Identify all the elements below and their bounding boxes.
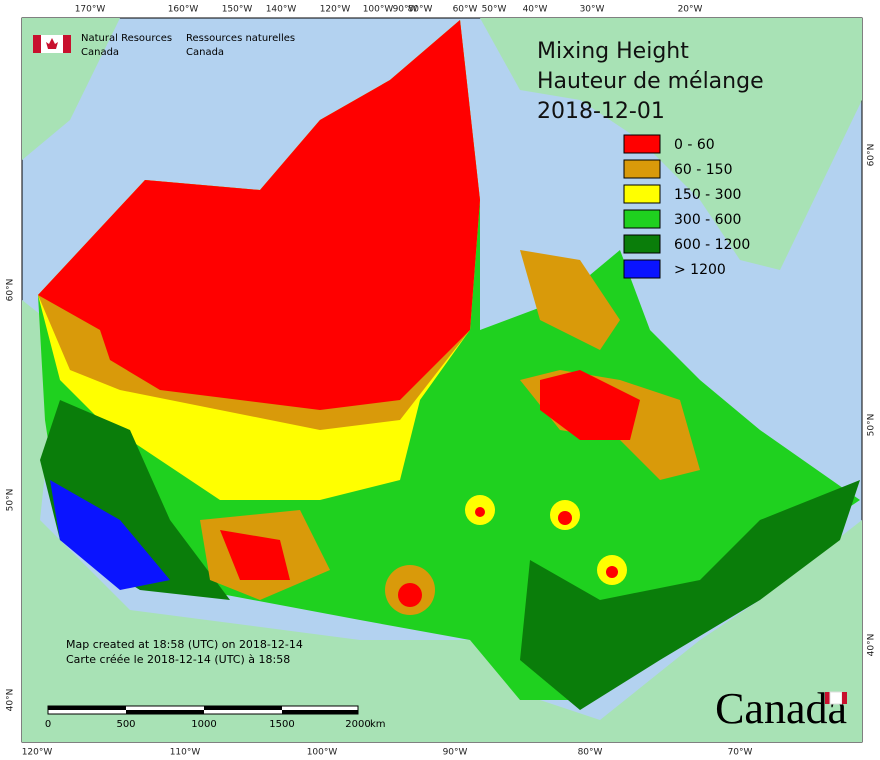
top-axis-label: 30°W bbox=[580, 5, 605, 15]
legend-label: 150 - 300 bbox=[674, 187, 741, 203]
top-axis-label: 100°W bbox=[363, 5, 394, 15]
legend-label: 60 - 150 bbox=[674, 162, 733, 178]
bottom-axis-label: 110°W bbox=[170, 748, 201, 758]
right-axis-label: 40°N bbox=[867, 634, 877, 657]
scale-unit: km bbox=[370, 719, 386, 730]
legend-swatch bbox=[623, 234, 661, 254]
agency-fr: Ressources naturelles bbox=[186, 33, 295, 44]
map-title: 2018-12-01 bbox=[537, 99, 665, 124]
left-axis-label: 60°N bbox=[6, 279, 16, 302]
logo bbox=[33, 35, 71, 53]
top-axis-label: 80°W bbox=[408, 5, 433, 15]
legend-swatch bbox=[623, 209, 661, 229]
top-axis-label: 60°W bbox=[453, 5, 478, 15]
top-axis-label: 170°W bbox=[75, 5, 106, 15]
bottom-axis-label: 80°W bbox=[578, 748, 603, 758]
top-axis-label: 50°W bbox=[482, 5, 507, 15]
top-axis-label: 120°W bbox=[320, 5, 351, 15]
top-axis-label: 20°W bbox=[678, 5, 703, 15]
wordmark-flag bbox=[825, 691, 847, 705]
scale-bar bbox=[47, 705, 359, 715]
legend: 0 - 60 60 - 150 150 - 300 300 - 600 600 - 12… bbox=[623, 134, 750, 279]
agency-fr: Canada bbox=[186, 47, 224, 58]
map-title: Mixing Height bbox=[537, 39, 689, 64]
scale-label: 500 bbox=[116, 719, 135, 730]
legend-label: 600 - 1200 bbox=[674, 237, 750, 253]
agency-en: Natural Resources bbox=[81, 33, 172, 44]
legend-label: 300 - 600 bbox=[674, 212, 741, 228]
legend-swatch bbox=[623, 259, 661, 279]
other-land bbox=[22, 18, 862, 742]
legend-swatch bbox=[623, 159, 661, 179]
map-note: Map created at 18:58 (UTC) on 2018-12-14 bbox=[66, 638, 303, 651]
right-axis-label: 50°N bbox=[867, 414, 877, 437]
top-axis-label: 140°W bbox=[266, 5, 297, 15]
legend-label: > 1200 bbox=[674, 262, 726, 278]
scale-label: 2000 bbox=[345, 719, 370, 730]
left-axis-label: 40°N bbox=[6, 689, 16, 712]
bottom-axis-label: 90°W bbox=[443, 748, 468, 758]
legend-swatch bbox=[623, 134, 661, 154]
bottom-axis-label: 70°W bbox=[728, 748, 753, 758]
scale-label: 1000 bbox=[191, 719, 216, 730]
top-axis-label: 160°W bbox=[168, 5, 199, 15]
top-axis-label: 40°W bbox=[523, 5, 548, 15]
legend-swatch bbox=[623, 184, 661, 204]
map-note: Carte créée le 2018-12-14 (UTC) à 18:58 bbox=[66, 653, 290, 666]
right-axis-label: 60°N bbox=[867, 144, 877, 167]
top-axis-label: 90°W bbox=[393, 5, 418, 15]
top-axis-label: 150°W bbox=[222, 5, 253, 15]
scale-label: 1500 bbox=[269, 719, 294, 730]
canada-zones bbox=[38, 20, 860, 710]
bottom-axis-label: 100°W bbox=[307, 748, 338, 758]
wordmark: Canada bbox=[715, 684, 847, 733]
legend-label: 0 - 60 bbox=[674, 137, 715, 153]
bottom-axis-label: 120°W bbox=[22, 748, 53, 758]
scale-label: 0 bbox=[45, 719, 51, 730]
agency-en: Canada bbox=[81, 47, 119, 58]
map-title: Hauteur de mélange bbox=[537, 69, 764, 94]
left-axis-label: 50°N bbox=[6, 489, 16, 512]
